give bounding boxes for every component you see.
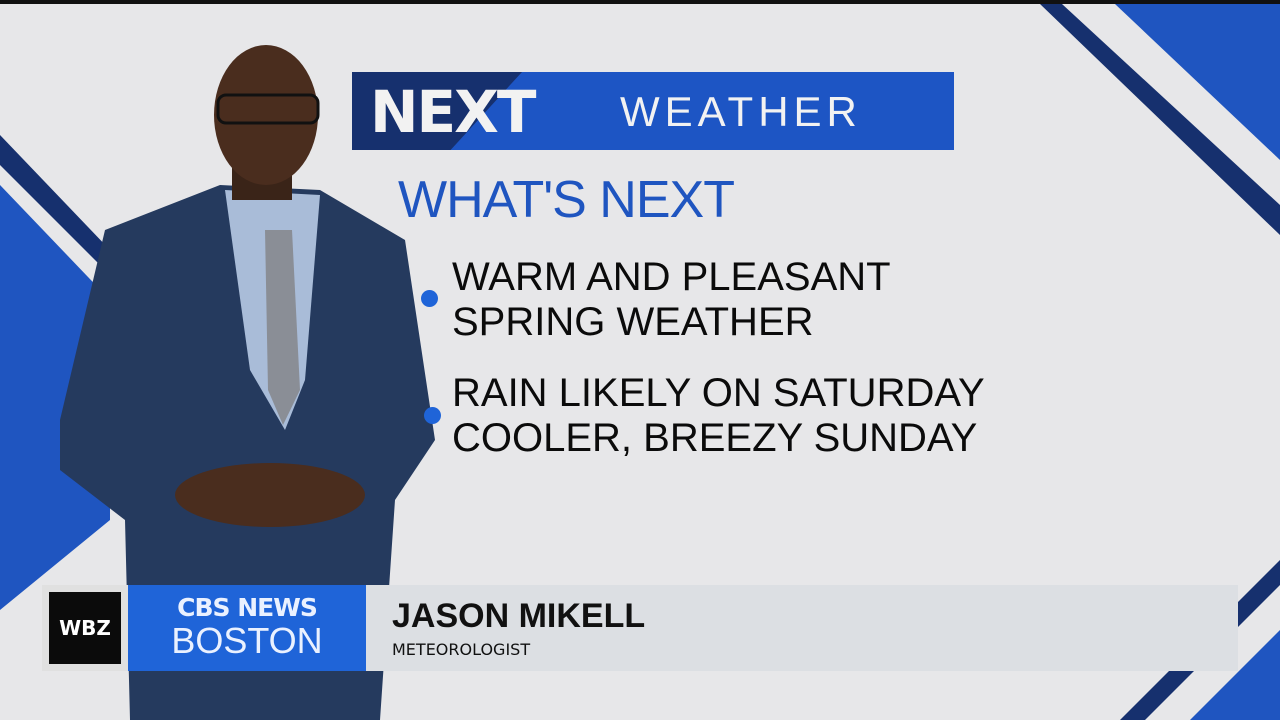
stripe-navy-left [0, 135, 110, 275]
stripe-blue-top-right [1115, 4, 1280, 160]
presenter-name: JASON MIKELL [392, 597, 646, 635]
bullet-dot-icon [424, 407, 441, 424]
network-city: BOSTON [171, 620, 323, 661]
bullet-item: RAIN LIKELY ON SATURDAY COOLER, BREEZY S… [452, 371, 985, 461]
bullet-line: WARM AND PLEASANT [452, 255, 891, 299]
network-name: CBS NEWS [177, 593, 318, 622]
logo-next-text: NEXT [370, 78, 536, 146]
stripe-navy-top-right [1040, 4, 1280, 235]
stripe-blue-left [0, 185, 110, 610]
top-letterbox [0, 0, 1280, 4]
name-banner: JASON MIKELL METEOROLOGIST [366, 585, 1238, 671]
section-heading: WHAT'S NEXT [398, 171, 735, 229]
stripe-blue-bottom-right [1190, 630, 1280, 720]
bullet-dot-icon [421, 290, 438, 307]
bullet-line: COOLER, BREEZY SUNDAY [452, 416, 978, 460]
next-weather-logo: NEXT WEATHER [352, 72, 954, 150]
bullet-item: WARM AND PLEASANT SPRING WEATHER [452, 255, 891, 345]
logo-weather-text: WEATHER [620, 88, 862, 135]
station-call-sign: WBZ [49, 592, 121, 664]
bullet-line: SPRING WEATHER [452, 300, 814, 344]
network-logo: CBS NEWS BOSTON [128, 585, 366, 671]
station-logo: WBZ [42, 585, 128, 671]
presenter-title: METEOROLOGIST [392, 640, 531, 659]
bullet-line: RAIN LIKELY ON SATURDAY [452, 371, 985, 415]
